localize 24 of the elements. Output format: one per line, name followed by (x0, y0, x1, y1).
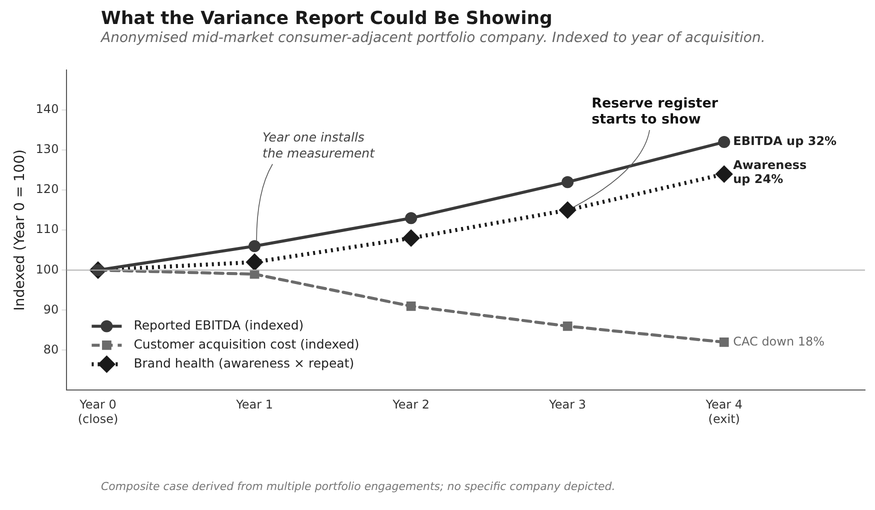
chart-title: What the Variance Report Could Be Showing (101, 8, 552, 29)
y-tick-label: 90 (43, 302, 59, 316)
legend-label: Brand health (awareness × repeat) (134, 355, 354, 370)
annotation: Year one installs the measurement (262, 129, 376, 160)
y-tick-label: 110 (36, 222, 59, 236)
legend-label: Reported EBITDA (indexed) (134, 317, 304, 332)
y-tick-label: 140 (36, 102, 59, 116)
legend-label: Customer acquisition cost (indexed) (134, 336, 360, 352)
y-tick-label: 120 (36, 182, 59, 196)
y-axis-title: Indexed (Year 0 = 100) (12, 149, 28, 311)
annotation: Awareness up 24% (733, 158, 807, 186)
text: Composite case derived from multiple portfolio engagements; no specific company depicted. (101, 480, 616, 493)
x-tick-label: Year 1 (235, 398, 273, 412)
x-tick-label: Year 3 (548, 398, 586, 412)
chart-subtitle: Anonymised mid-market consumer-adjacent portfolio company. Indexed to year of acquisition. (101, 30, 766, 46)
x-tick-label: Year 0 (close) (78, 398, 118, 426)
annotation: Reserve register starts to show (592, 96, 718, 128)
x-tick-label: Year 4 (exit) (704, 398, 743, 426)
y-tick-label: 130 (36, 142, 59, 156)
x-tick-label: Year 2 (392, 398, 430, 412)
annotation: EBITDA up 32% (733, 134, 837, 148)
y-tick-label: 100 (36, 262, 59, 276)
annotation: CAC down 18% (733, 334, 825, 348)
y-tick-label: 80 (43, 342, 59, 356)
